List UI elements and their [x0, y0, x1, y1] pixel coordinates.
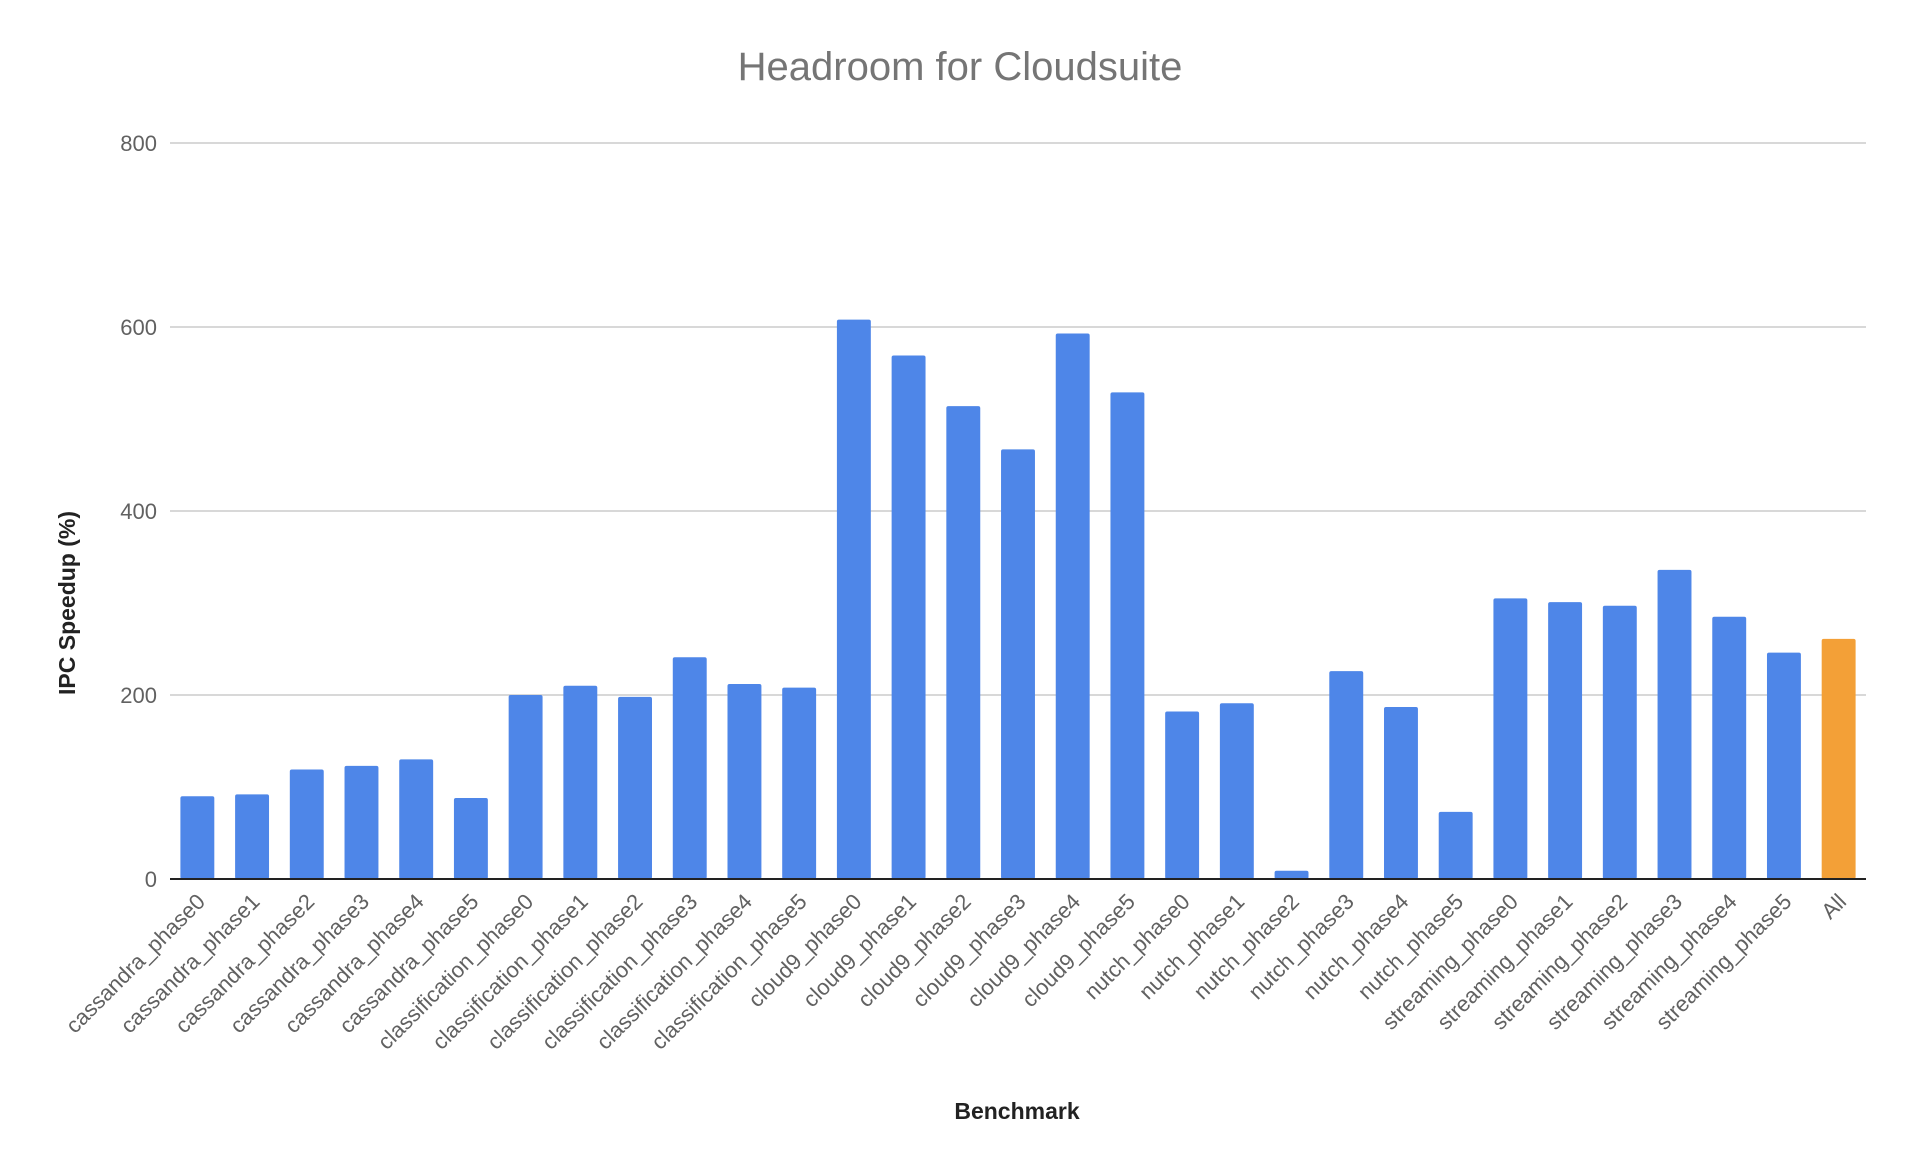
bar-cloud9-phase3 [1001, 449, 1035, 879]
y-tick-label: 600 [120, 315, 157, 340]
bar-streaming-phase4 [1712, 616, 1747, 879]
bar-cassandra-phase5 [453, 798, 488, 879]
y-tick-label: 400 [120, 499, 157, 524]
y-axis-title: IPC Speedup (%) [54, 511, 80, 695]
bar-classification-phase4 [727, 683, 762, 879]
bar-cloud9-phase0 [836, 319, 871, 879]
bar-nutch-phase5 [1438, 811, 1473, 879]
bar-classification-phase3 [672, 657, 707, 879]
y-axis-tick-labels: 0 200 400 600 800 [120, 131, 157, 892]
bar-cloud9-phase5 [1110, 392, 1145, 879]
bar-nutch-phase3 [1329, 671, 1364, 879]
bar-cassandra-phase4 [399, 759, 434, 879]
x-axis-title: Benchmark [954, 1098, 1079, 1124]
y-tick-label: 200 [120, 683, 157, 708]
bar-cassandra-phase2 [289, 769, 324, 879]
bar-cassandra-phase1 [235, 794, 270, 879]
chart-title: Headroom for Cloudsuite [738, 45, 1183, 89]
x-axis-tick-labels: cassandra_phase0cassandra_phase1cassandr… [61, 889, 1851, 1055]
bar-classification-phase5 [782, 687, 817, 879]
bar-classification-phase1 [563, 685, 598, 879]
bar-all [1821, 638, 1856, 879]
bar-streaming-phase0 [1493, 598, 1528, 879]
bar-cloud9-phase2 [946, 406, 981, 879]
y-tick-label: 0 [145, 867, 157, 892]
bar-cassandra-phase0 [180, 796, 215, 879]
y-tick-label: 800 [120, 131, 157, 156]
bar-classification-phase2 [618, 696, 652, 879]
bar-nutch-phase1 [1219, 703, 1254, 879]
bar-streaming-phase3 [1657, 569, 1692, 879]
bar-classification-phase0 [508, 695, 543, 879]
x-tick-label: All [1816, 889, 1851, 924]
bar-cassandra-phase3 [344, 765, 379, 879]
bar-streaming-phase2 [1602, 605, 1637, 879]
bar-nutch-phase0 [1165, 711, 1200, 879]
bar-streaming-phase5 [1766, 652, 1801, 879]
bar-nutch-phase2 [1274, 870, 1309, 879]
bar-cloud9-phase4 [1055, 333, 1090, 879]
bar-nutch-phase4 [1384, 706, 1418, 879]
bars [180, 319, 1856, 879]
bar-cloud9-phase1 [891, 355, 926, 879]
bar-streaming-phase1 [1548, 602, 1583, 879]
